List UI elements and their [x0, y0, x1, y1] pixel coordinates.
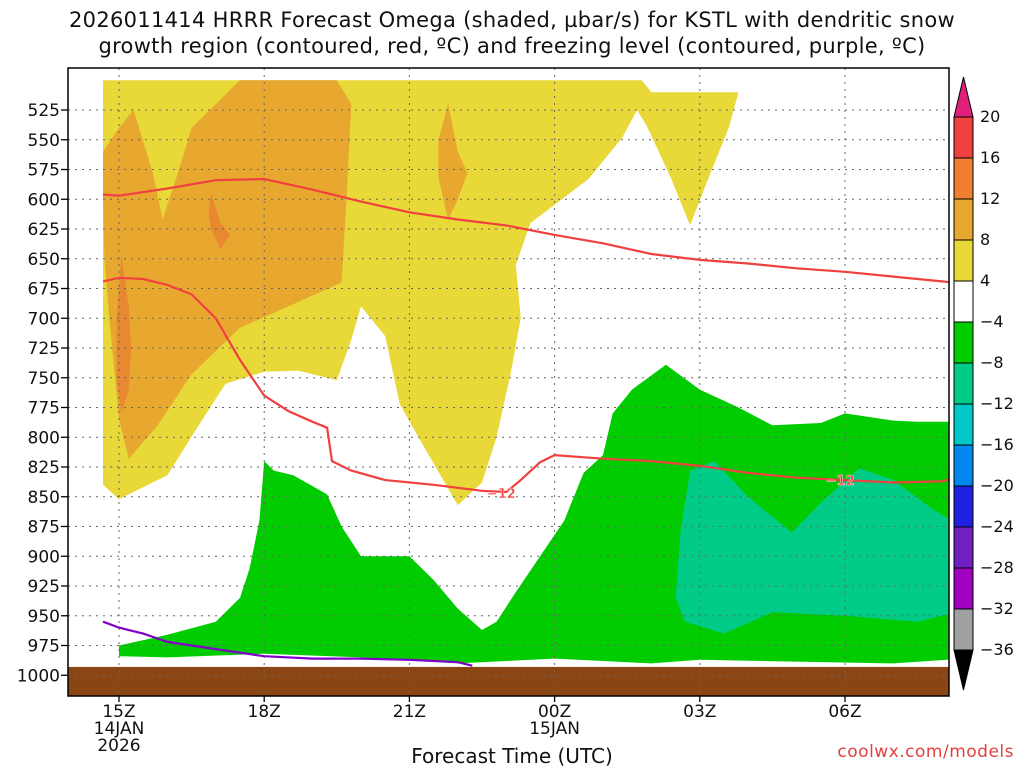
colorbar-label-5: −4: [980, 312, 1004, 331]
colorbar-swatch-7: [953, 403, 974, 446]
colorbar-label-0: 20: [980, 107, 1000, 126]
y-tick-label-950: 950: [28, 607, 60, 627]
colorbar-label-7: −12: [980, 394, 1014, 413]
contour-0: [102, 177, 949, 284]
x-tick-label-0-0: 15Z: [102, 702, 135, 722]
colorbar-label-9: −20: [980, 476, 1014, 495]
chart-title-line1: 2026011414 HRRR Forecast Omega (shaded, …: [69, 8, 955, 32]
y-tick-label-725: 725: [28, 339, 60, 359]
y-tick-label-625: 625: [28, 220, 60, 240]
omega-shading: [103, 80, 949, 664]
y-tick-label-800: 800: [28, 428, 60, 448]
colorbar-swatch-9: [953, 485, 974, 528]
y-tick-label-850: 850: [28, 488, 60, 508]
credit-link[interactable]: coolwx.com/models: [837, 742, 1014, 762]
x-tick-label-0-1: 14JAN: [94, 719, 145, 739]
omega-region-2: [438, 104, 468, 220]
contour-label-1: −12: [826, 474, 855, 489]
contour-2: [102, 620, 473, 667]
y-tick-label-900: 900: [28, 547, 60, 567]
colorbar-swatch-8: [953, 444, 974, 487]
plot-frame: [67, 67, 950, 697]
colorbar: 20 16 12 8 4 −4 −8 −12 −16 −20 −24 −28 −32 −36: [953, 76, 1014, 691]
colorbar-label-1: 16: [980, 148, 1000, 167]
colorbar-label-6: −8: [980, 353, 1004, 372]
colorbar-swatch-4: [953, 280, 974, 323]
colorbar-swatch-1: [953, 157, 974, 200]
colorbar-swatch-5: [953, 321, 974, 364]
colorbar-swatch-12: [953, 608, 974, 651]
omega-region-6: [675, 461, 949, 634]
y-tick-label-550: 550: [28, 131, 60, 151]
chart-title-line2: growth region (contoured, red, ºC) and f…: [98, 34, 926, 58]
x-tick-label-15-0: 06Z: [828, 702, 861, 722]
colorbar-label-10: −24: [980, 517, 1014, 536]
colorbar-swatch-11: [953, 567, 974, 610]
omega-region-3: [208, 193, 231, 250]
y-tick-label-525: 525: [28, 101, 60, 121]
colorbar-swatch-10: [953, 526, 974, 569]
x-tick-label-9-1: 15JAN: [529, 719, 580, 739]
x-tick-label-6-0: 21Z: [393, 702, 426, 722]
contour-1: [102, 276, 949, 494]
y-tick-label-675: 675: [28, 280, 60, 300]
x-axis-label: Forecast Time (UTC): [411, 744, 613, 768]
y-tick-label-650: 650: [28, 250, 60, 270]
x-tick-label-3-0: 18Z: [248, 702, 281, 722]
x-tick-label-9-0: 00Z: [538, 702, 571, 722]
y-tick-label-1000: 1000: [17, 666, 60, 686]
colorbar-label-2: 12: [980, 189, 1000, 208]
x-tick-label-0-2: 2026: [97, 736, 140, 756]
contour-label-0: −12: [487, 487, 516, 502]
y-tick-label-600: 600: [28, 190, 60, 210]
colorbar-swatch-2: [953, 198, 974, 241]
colorbar-bottom-arrow: [953, 649, 974, 691]
x-tick-label-12-0: 03Z: [683, 702, 716, 722]
colorbar-label-3: 8: [980, 230, 990, 249]
y-tick-label-750: 750: [28, 369, 60, 389]
colorbar-label-13: −36: [980, 640, 1014, 659]
colorbar-label-4: 4: [980, 271, 990, 290]
y-tick-label-825: 825: [28, 458, 60, 478]
y-tick-label-875: 875: [28, 518, 60, 538]
y-tick-label-925: 925: [28, 577, 60, 597]
surface-terrain: [68, 666, 949, 696]
omega-region-1: [103, 80, 352, 459]
colorbar-label-11: −28: [980, 558, 1014, 577]
colorbar-label-8: −16: [980, 435, 1014, 454]
y-tick-label-775: 775: [28, 399, 60, 419]
temperature-contours: −12 −12: [102, 177, 949, 667]
colorbar-top-arrow: [953, 76, 974, 118]
y-tick-label-700: 700: [28, 309, 60, 329]
colorbar-swatch-6: [953, 362, 974, 405]
omega-region-4: [116, 256, 132, 414]
axes: 525 550 575 600 625 650 675 700 725 750 775 800 825 8…: [17, 67, 950, 756]
surface-band: [68, 666, 949, 696]
colorbar-label-12: −32: [980, 599, 1014, 618]
y-tick-label-975: 975: [28, 637, 60, 657]
y-tick-label-575: 575: [28, 161, 60, 181]
colorbar-swatch-0: [953, 116, 974, 159]
colorbar-swatch-3: [953, 239, 974, 282]
